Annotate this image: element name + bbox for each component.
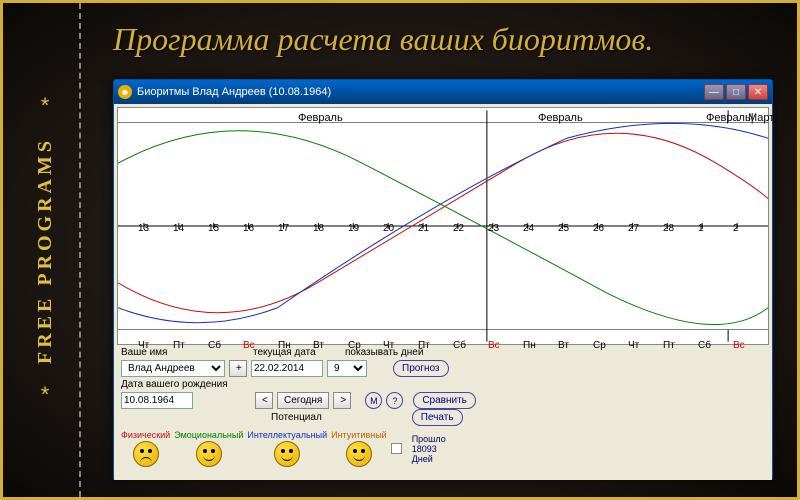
month-label: Февраль| xyxy=(706,112,754,124)
bio-emotional-label: Эмоциональный xyxy=(174,430,243,440)
sidebar: * FREE PROGRAMS * xyxy=(11,3,81,497)
window-title: Биоритмы Влад Андреев (10.08.1964) xyxy=(137,86,331,98)
title-bar[interactable]: ☻ Биоритмы Влад Андреев (10.08.1964) — □… xyxy=(114,80,772,104)
decor-star: * xyxy=(41,93,50,119)
passed-value: 18093 xyxy=(412,444,446,454)
smiley-icon xyxy=(346,441,372,467)
day-tick: 13 xyxy=(138,223,149,234)
sidebar-label: FREE PROGRAMS xyxy=(34,137,57,364)
month-label: Март xyxy=(748,112,774,124)
potential-label: Потенциал xyxy=(271,412,322,423)
bio-intuitive: Интуитивный xyxy=(331,430,387,467)
close-button[interactable]: ✕ xyxy=(748,84,768,100)
add-name-button[interactable]: + xyxy=(229,360,247,377)
minimize-button[interactable]: — xyxy=(704,84,724,100)
intuitive-checkbox[interactable] xyxy=(391,443,402,454)
cur-date-label: текущая дата xyxy=(253,347,333,358)
day-tick: 25 xyxy=(558,223,569,234)
month-label: Февраль xyxy=(298,112,343,124)
day-tick: 16 xyxy=(243,223,254,234)
stats-block: Прошло 18093 Дней xyxy=(412,434,446,464)
smiley-icon xyxy=(133,441,159,467)
name-select[interactable]: Влад Андреев xyxy=(121,360,225,377)
prev-button[interactable]: < xyxy=(255,392,273,409)
day-tick: 23 xyxy=(488,223,499,234)
bio-physical: Физический xyxy=(121,430,170,467)
app-window: ☻ Биоритмы Влад Андреев (10.08.1964) — □… xyxy=(113,79,773,479)
day-tick: 24 xyxy=(523,223,534,234)
days-label: Дней xyxy=(412,454,446,464)
page-title: Программа расчета ваших биоритмов. xyxy=(113,21,777,58)
show-days-label: показывать дней xyxy=(345,347,423,358)
dob-input[interactable] xyxy=(121,392,193,409)
name-label: Ваше имя xyxy=(121,347,221,358)
day-tick: 19 xyxy=(348,223,359,234)
decor-star: * xyxy=(41,382,50,408)
month-label: Февраль xyxy=(538,112,583,124)
bio-intellectual-label: Интеллектуальный xyxy=(247,430,327,440)
day-tick: 22 xyxy=(453,223,464,234)
current-date-input[interactable] xyxy=(251,360,323,377)
compare-button[interactable]: Сравнить xyxy=(413,392,476,409)
print-button[interactable]: Печать xyxy=(412,409,463,426)
day-tick: 15 xyxy=(208,223,219,234)
day-tick: 28 xyxy=(663,223,674,234)
dob-label: Дата вашего рождения xyxy=(121,379,228,390)
day-tick: 2 xyxy=(733,223,739,234)
day-tick: 20 xyxy=(383,223,394,234)
maximize-button[interactable]: □ xyxy=(726,84,746,100)
next-button[interactable]: > xyxy=(333,392,351,409)
smiley-icon xyxy=(196,441,222,467)
client-area: 1314151617181920212223242526272812 ЧтПтС… xyxy=(114,104,772,480)
day-tick: 26 xyxy=(593,223,604,234)
days-select[interactable]: 9 xyxy=(327,360,367,377)
bio-emotional: Эмоциональный xyxy=(174,430,243,467)
bio-intuitive-label: Интуитивный xyxy=(331,430,387,440)
day-tick: 18 xyxy=(313,223,324,234)
biorhythm-legend: Физический Эмоциональный Интеллектуальны… xyxy=(121,430,765,467)
bio-intellectual: Интеллектуальный xyxy=(247,430,327,467)
day-tick: 21 xyxy=(418,223,429,234)
app-icon: ☻ xyxy=(118,85,132,99)
day-tick: 1 xyxy=(698,223,704,234)
help-button[interactable]: ? xyxy=(386,392,403,409)
m-button[interactable]: М xyxy=(365,392,382,409)
biorhythm-chart: 1314151617181920212223242526272812 ЧтПтС… xyxy=(117,107,769,345)
bio-physical-label: Физический xyxy=(121,430,170,440)
passed-label: Прошло xyxy=(412,434,446,444)
today-button[interactable]: Сегодня xyxy=(277,392,329,409)
smiley-icon xyxy=(274,441,300,467)
day-tick: 17 xyxy=(278,223,289,234)
day-tick: 27 xyxy=(628,223,639,234)
controls-panel: Ваше имя текущая дата показывать дней Вл… xyxy=(117,345,769,475)
forecast-button[interactable]: Прогноз xyxy=(393,360,449,377)
day-tick: 14 xyxy=(173,223,184,234)
